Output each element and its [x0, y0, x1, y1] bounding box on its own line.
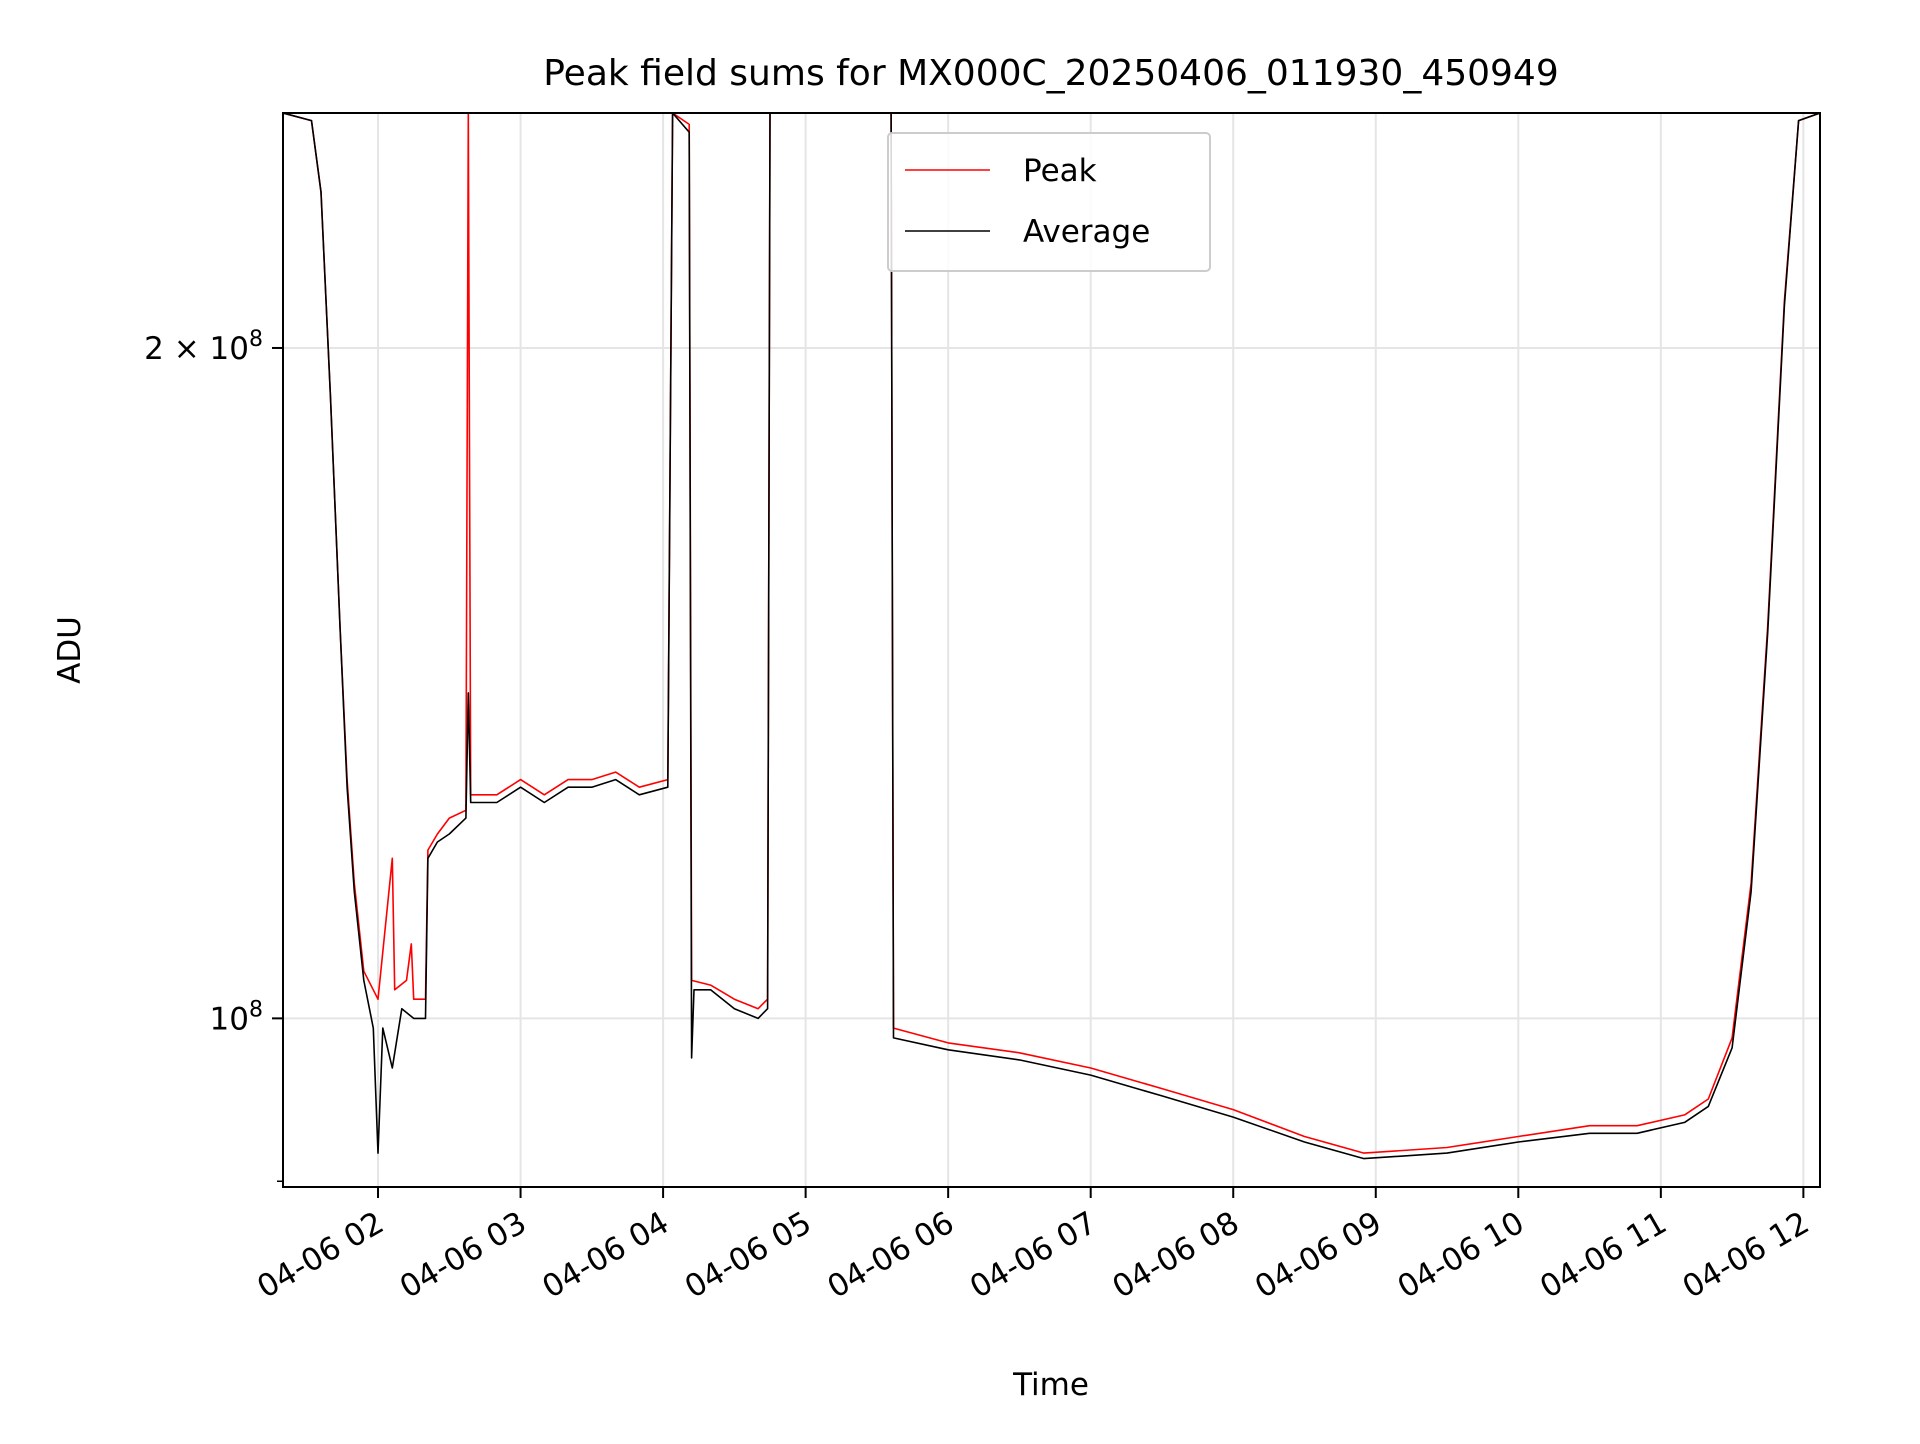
y-tick-label: 108 [210, 997, 263, 1037]
legend-label-peak: Peak [1023, 153, 1097, 189]
plot-lines [283, 113, 1820, 1160]
x-axis-label: Time [1012, 1367, 1089, 1403]
series-line-average [283, 113, 1820, 1160]
chart-title: Peak field sums for MX000C_20250406_0119… [543, 53, 1559, 94]
legend-label-average: Average [1023, 214, 1150, 250]
legend-box [887, 132, 1211, 272]
grid [283, 113, 1820, 1187]
y-axis-label: ADU [52, 616, 88, 684]
y-tick-label: 2 × 108 [144, 327, 263, 367]
axes-frame [282, 112, 1821, 1188]
legend: Peak Average [887, 132, 1211, 272]
